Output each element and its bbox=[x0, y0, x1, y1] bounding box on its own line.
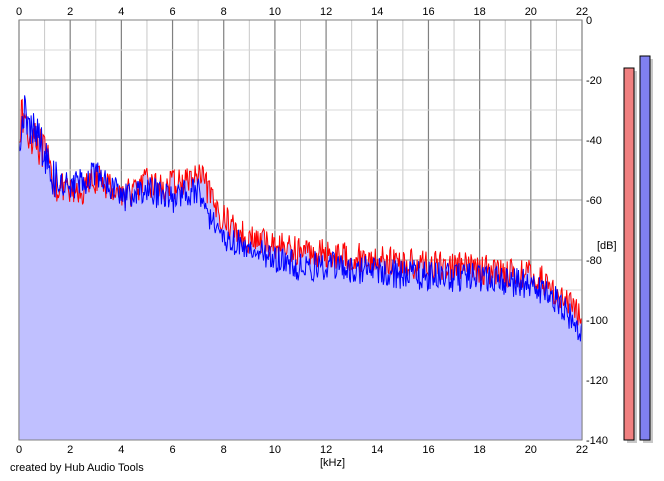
y-tick-label: -20 bbox=[586, 75, 602, 87]
x-tick-label-top: 4 bbox=[118, 6, 124, 18]
y-tick-label: 0 bbox=[586, 15, 592, 27]
x-tick-label-bottom: 22 bbox=[576, 444, 588, 456]
x-tick-label-top: 14 bbox=[371, 6, 383, 18]
plot-frame bbox=[18, 19, 583, 441]
x-tick-label-bottom: 2 bbox=[67, 444, 73, 456]
y-tick-label: -100 bbox=[586, 315, 608, 327]
x-tick-label-bottom: 6 bbox=[169, 444, 175, 456]
x-tick-label-top: 22 bbox=[576, 6, 588, 18]
x-tick-label-bottom: 14 bbox=[371, 444, 383, 456]
x-tick-label-top: 6 bbox=[169, 6, 175, 18]
x-tick-label-top: 2 bbox=[67, 6, 73, 18]
y-tick-label: -80 bbox=[586, 255, 602, 267]
x-tick-label-top: 18 bbox=[474, 6, 486, 18]
y-tick-label: -60 bbox=[586, 195, 602, 207]
x-tick-label-bottom: 20 bbox=[525, 444, 537, 456]
x-tick-label-top: 20 bbox=[525, 6, 537, 18]
axes: 002244668810101212141416161818202022220-… bbox=[16, 6, 608, 456]
x-tick-label-top: 8 bbox=[221, 6, 227, 18]
x-tick-label-top: 0 bbox=[16, 6, 22, 18]
x-tick-label-bottom: 18 bbox=[474, 444, 486, 456]
y-tick-label: -120 bbox=[586, 375, 608, 387]
level-meter-2 bbox=[639, 55, 651, 441]
x-tick-label-top: 16 bbox=[422, 6, 434, 18]
y-tick-label: -40 bbox=[586, 135, 602, 147]
x-tick-label-top: 12 bbox=[320, 6, 332, 18]
x-tick-label-bottom: 8 bbox=[221, 444, 227, 456]
x-tick-label-bottom: 12 bbox=[320, 444, 332, 456]
x-tick-label-top: 10 bbox=[269, 6, 281, 18]
x-axis-label: [kHz] bbox=[320, 457, 346, 469]
x-tick-label-bottom: 10 bbox=[269, 444, 281, 456]
level-meter-1 bbox=[623, 67, 635, 441]
x-tick-label-bottom: 0 bbox=[16, 444, 22, 456]
spectrum-lines bbox=[18, 95, 583, 342]
y-tick-label: -140 bbox=[586, 435, 608, 447]
credit-text: created by Hub Audio Tools bbox=[10, 462, 144, 474]
spectrum-fill bbox=[19, 95, 582, 441]
x-tick-label-bottom: 4 bbox=[118, 444, 124, 456]
level-meters bbox=[623, 55, 653, 443]
y-axis-label: [dB] bbox=[597, 240, 617, 252]
series-line-1 bbox=[18, 98, 583, 329]
x-tick-label-bottom: 16 bbox=[422, 444, 434, 456]
series-line-2 bbox=[18, 95, 583, 342]
